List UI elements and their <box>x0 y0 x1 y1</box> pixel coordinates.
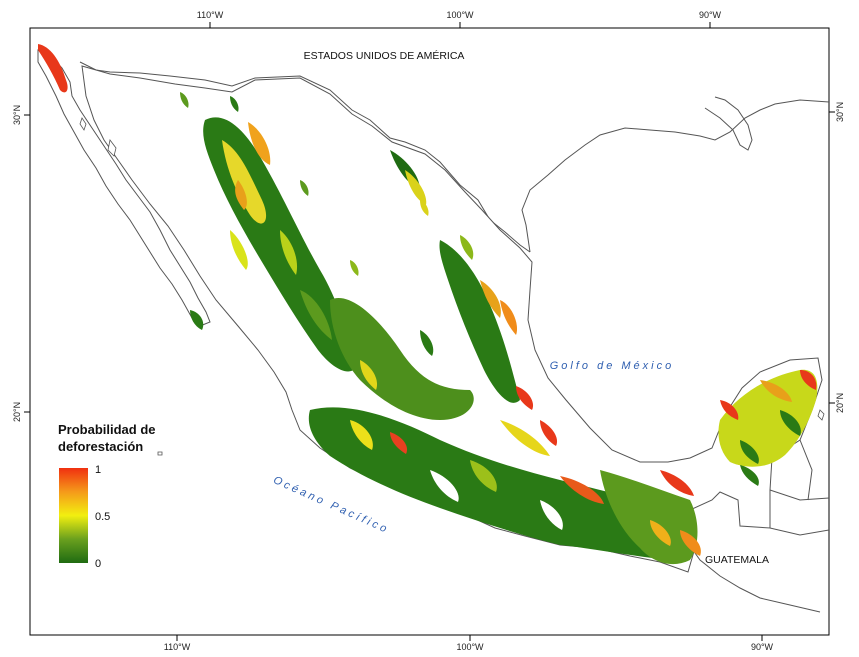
belize-line <box>799 439 813 501</box>
top-tick-100w: 100°W <box>446 10 474 20</box>
top-tick-90w: 90°W <box>699 10 722 20</box>
legend-colorbar <box>59 468 88 563</box>
island-cedros <box>79 117 87 131</box>
bottom-tick-100w: 100°W <box>456 642 484 652</box>
island-cozumel <box>817 409 825 421</box>
label-guatemala: GUATEMALA <box>705 554 769 566</box>
forest-cover-layer <box>38 44 818 565</box>
baja-california <box>37 49 211 327</box>
legend: Probabilidad de deforestación 1 0.5 0 <box>58 422 156 570</box>
bottom-tick-90w: 90°W <box>751 642 774 652</box>
guatemala-border <box>689 489 829 613</box>
legend-tick-low: 0 <box>95 558 101 570</box>
left-tick-20n: 20°N <box>12 402 22 422</box>
island-tiburon <box>107 139 117 157</box>
graticule-ticks <box>24 22 835 641</box>
top-tick-110w: 110°W <box>197 10 224 20</box>
us-border-line <box>79 61 531 253</box>
label-usa: ESTADOS UNIDOS DE AMÉRICA <box>304 49 465 62</box>
legend-title-line2: deforestación <box>58 439 143 454</box>
right-tick-20n: 20°N <box>835 393 845 413</box>
left-tick-30n: 30°N <box>12 105 22 125</box>
legend-title-line1: Probabilidad de <box>58 422 156 437</box>
island-revillagigedo <box>157 451 163 456</box>
us-gulf-coast <box>521 99 829 253</box>
label-gulf-of-mexico: Golfo de México <box>550 360 674 372</box>
right-tick-30n: 30°N <box>835 102 845 122</box>
legend-tick-mid: 0.5 <box>95 511 110 523</box>
florida-coast <box>704 96 753 151</box>
legend-tick-high: 1 <box>95 464 101 476</box>
bottom-tick-110w: 110°W <box>164 642 191 652</box>
